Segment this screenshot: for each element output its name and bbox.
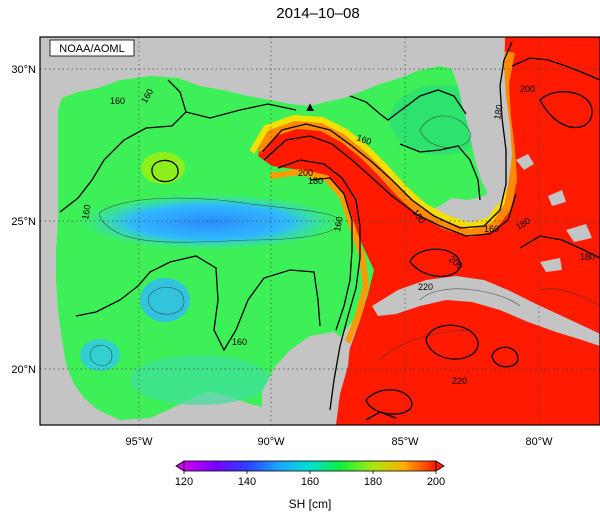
lat-label: 25°N — [11, 216, 36, 228]
colorbar-tick-label: 180 — [364, 476, 382, 488]
contour-label: 160 — [232, 337, 247, 347]
minor-contours — [89, 115, 600, 366]
florida-land — [452, 37, 512, 206]
colorbar-tick-label: 120 — [175, 476, 193, 488]
colorbar-ramp — [183, 460, 437, 472]
contour-label: 160 — [355, 132, 373, 147]
yucatan-land — [262, 332, 350, 425]
lon-label: 85°W — [391, 436, 419, 448]
station-marker-icon: ▲ — [304, 99, 317, 114]
contour-label: 180 — [492, 104, 504, 121]
contour-label: 160 — [332, 216, 344, 233]
contour-label: 220 — [452, 376, 467, 386]
bay-of-campeche — [130, 355, 270, 405]
low-sh-eddy-west — [80, 339, 120, 371]
contour-label: 200 — [520, 84, 535, 94]
credit-box — [49, 39, 135, 57]
contour-label: 160 — [80, 204, 92, 221]
contour-label: 160 — [484, 224, 499, 234]
contour-label: 220 — [418, 282, 433, 292]
map-frame — [39, 36, 600, 426]
colorbar-ticks — [183, 471, 437, 474]
colorbar-tick-label: 140 — [238, 476, 256, 488]
bahamas-land — [516, 154, 592, 272]
contour-label: 180 — [580, 252, 595, 262]
lon-label: 95°W — [125, 436, 153, 448]
contour-label: 200 — [298, 168, 313, 178]
colorbar-min-arrow — [175, 460, 185, 472]
lon-label: 80°W — [525, 436, 553, 448]
cuba-land — [372, 276, 600, 346]
lon-label: 90°W — [257, 436, 285, 448]
lat-label: 20°N — [11, 364, 36, 376]
gridlines — [40, 37, 600, 425]
colorbar-max-arrow — [435, 460, 445, 472]
low-sh-core — [80, 194, 340, 250]
colorbar-label: SH [cm] — [289, 497, 332, 511]
contour-lines — [59, 41, 600, 421]
high-sh-west — [141, 152, 185, 184]
lat-label: 30°N — [11, 64, 36, 76]
credit-label: NOAA/AOML — [59, 43, 124, 55]
map-title: 2014–10–08 — [276, 5, 359, 22]
low-sh-eddy — [140, 278, 190, 322]
colorbar-tick-label: 160 — [301, 476, 319, 488]
warm-water — [258, 37, 600, 425]
colorbar-tick-label: 200 — [427, 476, 445, 488]
colorbar: 120 140 160 180 200 SH [cm] — [175, 460, 445, 511]
contour-label: 180 — [308, 176, 323, 186]
map-area: 160 160 160 160 180 200 160 180 200 220 … — [40, 37, 600, 425]
contour-label: 160 — [110, 96, 125, 106]
